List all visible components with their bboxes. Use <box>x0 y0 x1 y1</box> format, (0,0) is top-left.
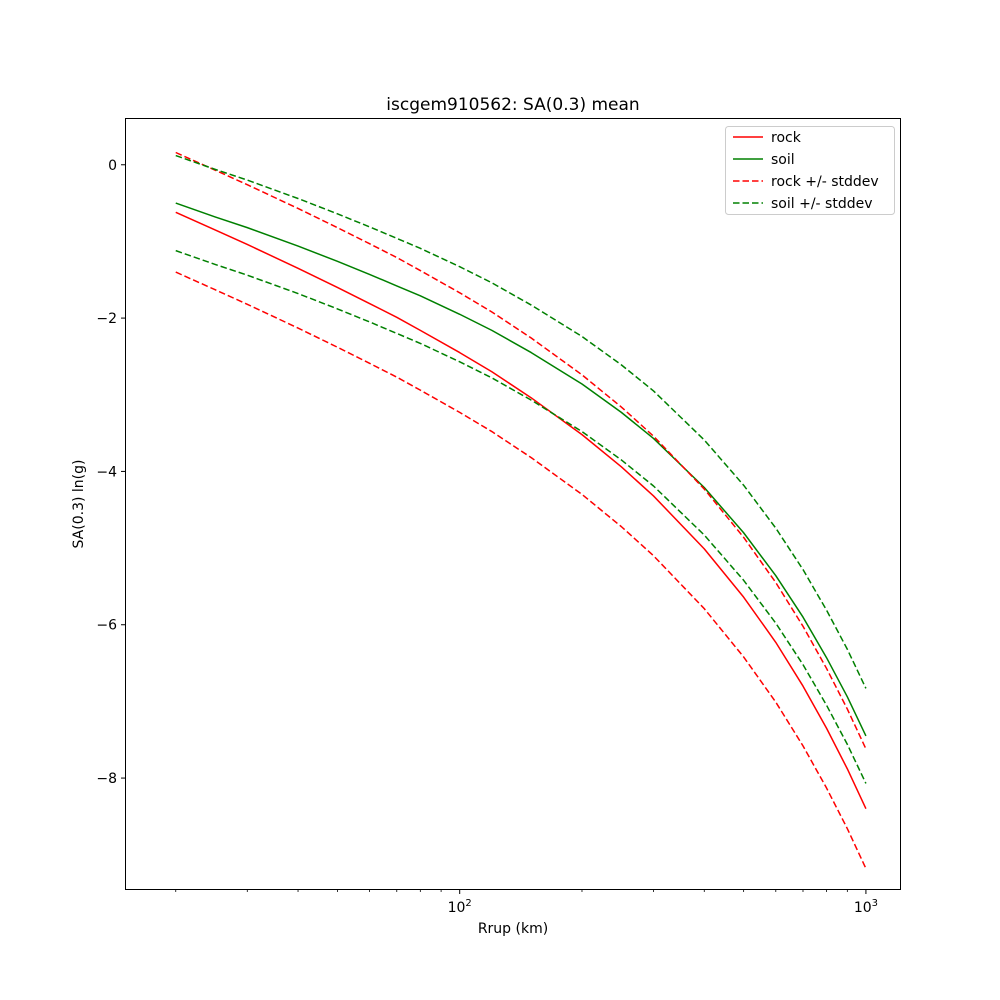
soil-plus-stddev-line <box>175 154 867 689</box>
legend-box <box>725 126 895 215</box>
legend-label: rock <box>771 130 802 146</box>
legend-label: rock +/- stddev <box>771 174 879 190</box>
x-tick-label: 102 <box>448 898 472 916</box>
y-tick-label: −4 <box>96 464 117 480</box>
x-tick-label: 103 <box>854 898 878 916</box>
legend-label: soil <box>771 152 795 168</box>
chart-title: iscgem910562: SA(0.3) mean <box>386 95 640 115</box>
y-tick-label: −2 <box>96 311 117 327</box>
axes-spines <box>125 118 901 890</box>
rock-line <box>175 211 867 810</box>
soil-minus-stddev-line <box>175 249 867 784</box>
y-tick-label: −6 <box>96 618 117 634</box>
rock-plus-stddev-line <box>175 151 867 750</box>
y-tick-label: −8 <box>96 771 117 787</box>
soil-line <box>175 202 867 737</box>
x-axis-label: Rrup (km) <box>477 921 549 937</box>
legend-label: soil +/- stddev <box>771 196 873 212</box>
y-tick-label: 0 <box>108 158 117 174</box>
rock-minus-stddev-line <box>175 271 867 869</box>
